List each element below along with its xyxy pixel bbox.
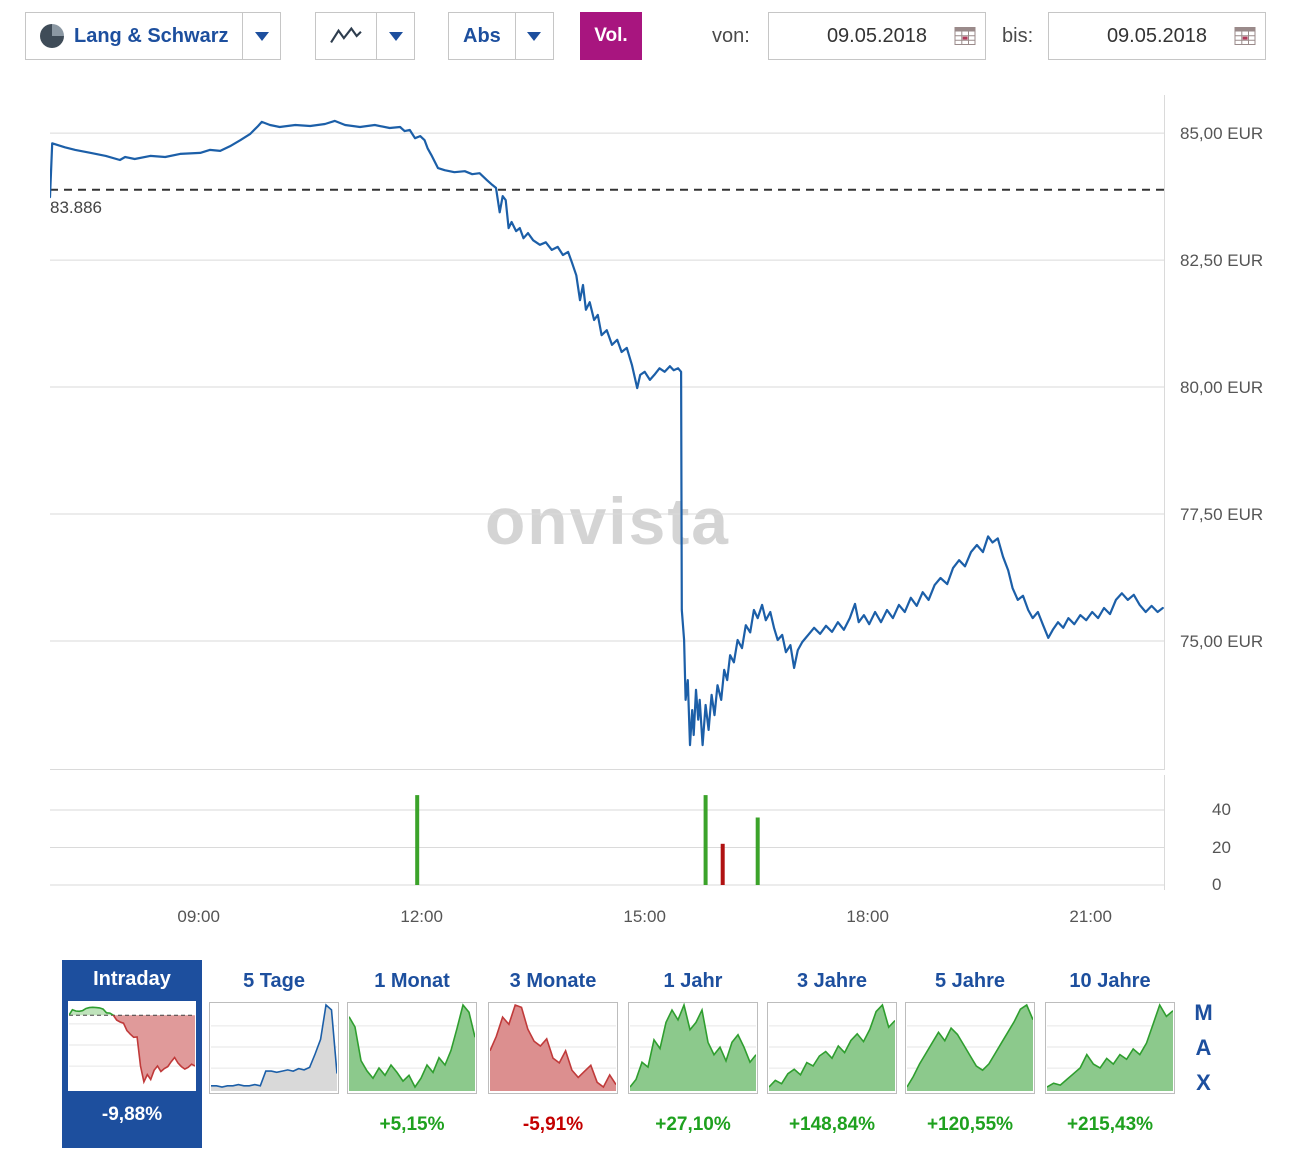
range-tab-1monat[interactable]: 1 Monat +5,15% [346, 968, 478, 1138]
thumb-chart-frame [67, 1000, 197, 1092]
range-percent: +5,15% [379, 1114, 445, 1135]
range-tab-5tage[interactable]: 5 Tage [208, 968, 340, 1138]
y-axis-label: 85,00 EUR [1180, 124, 1264, 144]
chart-type-selector[interactable] [315, 12, 415, 60]
bis-label: bis: [1002, 25, 1034, 47]
volume-axis-label: 0 [1212, 875, 1222, 894]
range-tab-label: 3 Monate [509, 970, 597, 992]
scale-mode-chevron-down-icon[interactable] [514, 13, 553, 59]
range-tab-label: 5 Jahre [934, 970, 1006, 992]
x-axis-label: 21:00 [1069, 907, 1112, 926]
sparkline-1monat [348, 1003, 476, 1091]
line-chart-icon [330, 26, 362, 43]
range-tab-label: 5 Tage [243, 970, 305, 992]
range-tab-intraday[interactable]: Intraday -9,88% [62, 960, 202, 1148]
date-from-value: 09.05.2018 [826, 24, 928, 47]
sparkline-5jahre [906, 1003, 1034, 1091]
date-from-field[interactable]: 09.05.2018 [768, 12, 986, 60]
chart-type-selector-main[interactable] [316, 13, 376, 59]
scale-mode-selector[interactable]: Abs [448, 12, 554, 60]
date-to-field[interactable]: 09.05.2018 [1048, 12, 1266, 60]
thumb-chart-frame [488, 1002, 618, 1094]
exchange-selector[interactable]: Lang & Schwarz [25, 12, 282, 60]
range-tabs: Intraday -9,88% 5 Tage 1 Monat +5,15% 3 … [0, 958, 1290, 1158]
x-axis-label: 12:00 [400, 907, 443, 926]
calendar-icon[interactable] [1234, 26, 1256, 46]
range-tab-3jahre[interactable]: 3 Jahre +148,84% [766, 968, 898, 1138]
volume-toggle-button[interactable]: Vol. [580, 12, 642, 60]
exchange-selector-main[interactable]: Lang & Schwarz [26, 13, 242, 59]
max-range-button[interactable]: MAX [1191, 1000, 1216, 1105]
y-axis-label: 80,00 EUR [1180, 378, 1264, 398]
sparkline-intraday [69, 1006, 195, 1085]
range-percent: +148,84% [788, 1114, 876, 1135]
chart-type-chevron-down-icon[interactable] [376, 13, 414, 59]
thumb-chart-frame [347, 1002, 477, 1094]
y-axis-label: 75,00 EUR [1180, 631, 1264, 651]
range-tab-label: 10 Jahre [1069, 970, 1151, 992]
range-tab-label: 3 Jahre [796, 970, 868, 992]
thumb-chart-frame [628, 1002, 758, 1094]
x-axis-label: 15:00 [623, 907, 666, 926]
chevron-down-icon [527, 31, 542, 41]
range-percent [208, 1114, 340, 1138]
x-axis-label: 18:00 [846, 907, 889, 926]
sparkline-1jahr [629, 1002, 757, 1091]
scale-mode-label: Abs [463, 24, 501, 47]
range-tab-5jahre[interactable]: 5 Jahre +120,55% [904, 968, 1036, 1138]
volume-axis-label: 40 [1212, 800, 1231, 820]
chart-area: onvista 85,00 EUR 82,50 EUR 80,00 EUR 77… [0, 95, 1290, 945]
price-chart-canvas[interactable] [50, 95, 1165, 770]
range-tab-3monate[interactable]: 3 Monate -5,91% [487, 968, 619, 1138]
sparkline-3monate [489, 1003, 617, 1091]
thumb-chart-frame [209, 1002, 339, 1094]
scale-mode-selector-main[interactable]: Abs [449, 13, 515, 59]
chevron-down-icon [254, 31, 269, 41]
range-percent: -5,91% [522, 1114, 584, 1135]
range-tab-label: 1 Monat [374, 970, 450, 992]
sparkline-10jahre [1046, 1003, 1174, 1091]
range-tab-1jahr[interactable]: 1 Jahr +27,10% [627, 968, 759, 1138]
y-axis-label: 77,50 EUR [1180, 505, 1264, 525]
calendar-icon[interactable] [954, 26, 976, 46]
previous-close-label: 83.886 [50, 197, 102, 217]
range-percent: +120,55% [926, 1114, 1014, 1135]
thumb-chart-frame [1045, 1002, 1175, 1094]
chevron-down-icon [388, 31, 403, 41]
volume-chart-canvas[interactable] [50, 775, 1165, 890]
sparkline-5tage [211, 1003, 338, 1091]
thumb-chart-frame [905, 1002, 1035, 1094]
exchange-label: Lang & Schwarz [74, 24, 229, 47]
range-tab-label: Intraday [93, 968, 171, 990]
volume-axis-label: 20 [1212, 837, 1231, 857]
y-axis-label: 82,50 EUR [1180, 251, 1264, 271]
x-axis-label: 09:00 [177, 907, 220, 926]
range-percent: -9,88% [101, 1104, 163, 1125]
thumb-chart-frame [767, 1002, 897, 1094]
range-tab-label: 1 Jahr [663, 970, 723, 992]
sparkline-3jahre [768, 1003, 896, 1091]
von-label: von: [712, 25, 750, 47]
range-percent: +215,43% [1066, 1114, 1154, 1135]
clock-icon [40, 24, 64, 48]
range-tab-10jahre[interactable]: 10 Jahre +215,43% [1044, 968, 1176, 1138]
date-to-value: 09.05.2018 [1106, 24, 1208, 47]
range-percent: +27,10% [655, 1114, 731, 1135]
exchange-chevron-down-icon[interactable] [242, 13, 281, 59]
